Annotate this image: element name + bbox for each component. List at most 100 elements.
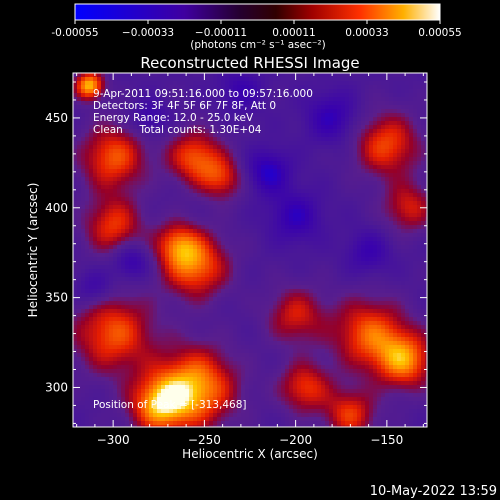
heatmap-cell — [265, 289, 269, 293]
heatmap-cell — [185, 257, 189, 261]
heatmap-cell — [89, 225, 93, 229]
heatmap-cell — [329, 93, 333, 97]
heatmap-cell — [389, 129, 393, 133]
heatmap-cell — [377, 181, 381, 185]
heatmap-cell — [257, 93, 261, 97]
heatmap-cell — [281, 245, 285, 249]
heatmap-cell — [193, 289, 197, 293]
heatmap-cell — [305, 141, 309, 145]
heatmap-cell — [345, 81, 349, 85]
heatmap-cell — [121, 241, 125, 245]
heatmap-cell — [109, 169, 113, 173]
heatmap-cell — [137, 277, 141, 281]
heatmap-cell — [161, 113, 165, 117]
heatmap-cell — [301, 137, 305, 141]
heatmap-cell — [197, 269, 201, 273]
heatmap-cell — [109, 213, 113, 217]
heatmap-cell — [409, 229, 413, 233]
heatmap-cell — [233, 201, 237, 205]
heatmap-cell — [209, 117, 213, 121]
heatmap-cell — [289, 121, 293, 125]
heatmap-cell — [217, 109, 221, 113]
heatmap-cell — [89, 113, 93, 117]
heatmap-cell — [209, 205, 213, 209]
heatmap-cell — [365, 165, 369, 169]
heatmap-cell — [133, 161, 137, 165]
heatmap-cell — [157, 77, 161, 81]
heatmap-cell — [161, 197, 165, 201]
heatmap-cell — [221, 113, 225, 117]
heatmap-cell — [253, 153, 257, 157]
heatmap-cell — [341, 241, 345, 245]
heatmap-cell — [425, 221, 427, 225]
heatmap-cell — [341, 261, 345, 265]
heatmap-cell — [357, 213, 361, 217]
heatmap-cell — [381, 85, 385, 89]
heatmap-cell — [197, 181, 201, 185]
heatmap-cell — [249, 193, 253, 197]
heatmap-cell — [129, 125, 133, 129]
heatmap-cell — [141, 253, 145, 257]
heatmap-cell — [177, 93, 181, 97]
heatmap-cell — [201, 145, 205, 149]
heatmap-cell — [413, 165, 417, 169]
heatmap-cell — [129, 133, 133, 137]
heatmap-cell — [121, 193, 125, 197]
heatmap-cell — [217, 141, 221, 145]
heatmap-cell — [253, 145, 257, 149]
heatmap-cell — [353, 125, 357, 129]
heatmap-cell — [77, 89, 81, 93]
heatmap-cell — [73, 273, 77, 277]
heatmap-cell — [301, 277, 305, 281]
heatmap-cell — [205, 121, 209, 125]
heatmap-cell — [141, 257, 145, 261]
heatmap-cell — [137, 205, 141, 209]
heatmap-cell — [229, 257, 233, 261]
heatmap-cell — [221, 249, 225, 253]
heatmap-cell — [285, 129, 289, 133]
heatmap-cell — [157, 73, 161, 77]
heatmap-cell — [289, 173, 293, 177]
heatmap-cell — [401, 113, 405, 117]
heatmap-cell — [225, 121, 229, 125]
heatmap-cell — [313, 273, 317, 277]
heatmap-cell — [217, 121, 221, 125]
heatmap-cell — [381, 113, 385, 117]
heatmap-cell — [409, 129, 413, 133]
heatmap-cell — [325, 137, 329, 141]
heatmap-cell — [193, 257, 197, 261]
heatmap-cell — [97, 257, 101, 261]
heatmap-cell — [393, 181, 397, 185]
heatmap-cell — [257, 289, 261, 293]
heatmap-cell — [365, 273, 369, 277]
heatmap-cell — [97, 125, 101, 129]
heatmap-cell — [205, 201, 209, 205]
heatmap-cell — [289, 293, 293, 297]
heatmap-cell — [265, 81, 269, 85]
heatmap-cell — [193, 101, 197, 105]
heatmap-cell — [369, 137, 373, 141]
heatmap-cell — [289, 177, 293, 181]
heatmap-cell — [137, 149, 141, 153]
heatmap-cell — [253, 293, 257, 297]
heatmap-cell — [277, 293, 281, 297]
heatmap-cell — [345, 269, 349, 273]
heatmap-cell — [205, 217, 209, 221]
heatmap-cell — [297, 241, 301, 245]
heatmap-cell — [385, 117, 389, 121]
heatmap-cell — [129, 241, 133, 245]
heatmap-cell — [109, 261, 113, 265]
heatmap-cell — [393, 109, 397, 113]
heatmap-cell — [189, 133, 193, 137]
heatmap-cell — [149, 241, 153, 245]
heatmap-cell — [133, 157, 137, 161]
heatmap-cell — [373, 289, 377, 293]
heatmap-cell — [421, 125, 425, 129]
heatmap-cell — [201, 157, 205, 161]
heatmap-cell — [157, 205, 161, 209]
heatmap-cell — [345, 237, 349, 241]
heatmap-cell — [273, 109, 277, 113]
heatmap-cell — [369, 277, 373, 281]
heatmap-cell — [337, 177, 341, 181]
heatmap-cell — [393, 245, 397, 249]
